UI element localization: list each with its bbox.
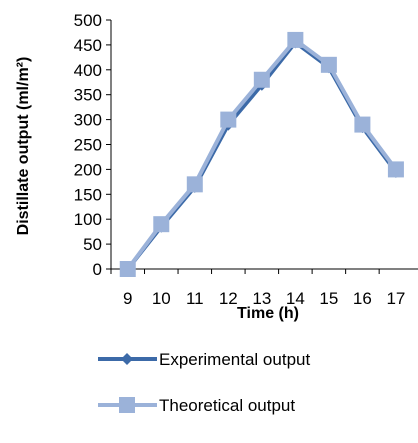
- y-tick-label: 450: [74, 36, 102, 55]
- legend-item: Experimental output: [98, 350, 310, 369]
- y-tick-label: 150: [74, 185, 102, 204]
- x-tick-label: 14: [286, 289, 305, 308]
- y-tick-label: 50: [83, 235, 102, 254]
- y-axis-title: Distillate output (ml/m²): [15, 57, 32, 236]
- y-tick-label: 250: [74, 136, 102, 155]
- legend: Experimental output Theoretical output: [98, 350, 310, 415]
- y-tick-label: 0: [93, 260, 102, 279]
- data-point: [320, 56, 337, 73]
- x-tick-label: 17: [386, 289, 405, 308]
- x-tick-label: 13: [252, 289, 271, 308]
- legend-item: Theoretical output: [98, 396, 295, 415]
- y-tick-label: 500: [74, 11, 102, 30]
- x-axis-title: Time (h): [237, 305, 299, 322]
- series-theoretical: [119, 31, 404, 277]
- legend-marker: [119, 397, 135, 413]
- data-point: [354, 116, 371, 133]
- data-point: [153, 216, 170, 233]
- data-point: [287, 31, 304, 48]
- x-tick-label: 12: [219, 289, 238, 308]
- y-ticks: 0 50 100 150 200 250 300 350 400 450 500: [74, 11, 111, 279]
- x-tick-label: 9: [123, 289, 132, 308]
- data-point: [220, 111, 237, 128]
- y-tick-label: 300: [74, 111, 102, 130]
- series-layer: [119, 31, 404, 277]
- legend-label: Theoretical output: [159, 396, 295, 415]
- legend-label: Experimental output: [159, 350, 310, 369]
- y-tick-label: 350: [74, 86, 102, 105]
- x-ticks: 9 10 11 12 13 14 15 16 17: [110, 269, 405, 308]
- y-tick-label: 100: [74, 210, 102, 229]
- x-tick-label: 11: [186, 289, 204, 308]
- y-tick-label: 400: [74, 61, 102, 80]
- x-tick-label: 10: [152, 289, 171, 308]
- data-point: [387, 161, 404, 178]
- y-tick-label: 200: [74, 160, 102, 179]
- data-point: [253, 71, 270, 88]
- data-point: [186, 176, 203, 193]
- data-point: [119, 261, 136, 277]
- x-tick-label: 15: [319, 289, 338, 308]
- legend-marker: [121, 353, 133, 365]
- x-tick-label: 16: [353, 289, 372, 308]
